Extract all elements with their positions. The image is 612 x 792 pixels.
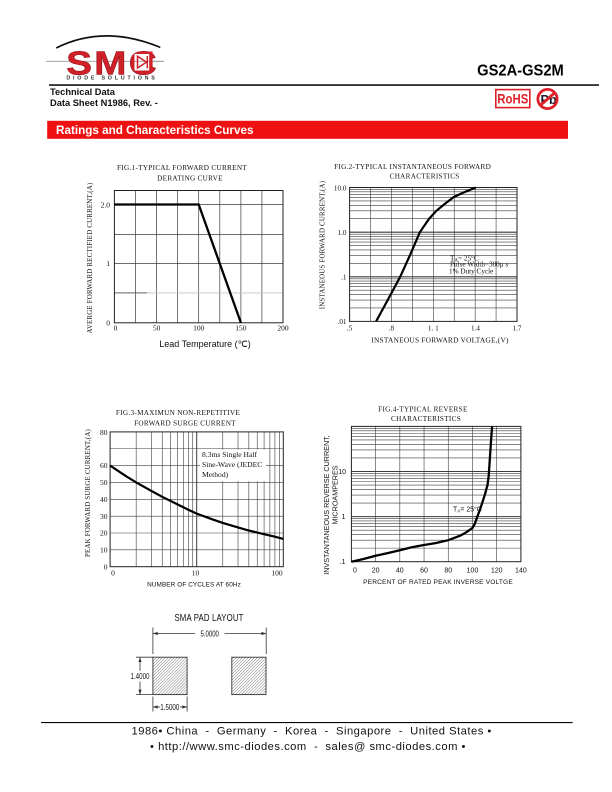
svg-text:.1: .1 <box>340 559 346 566</box>
svg-text:RoHS: RoHS <box>497 92 528 107</box>
svg-text:SMC: SMC <box>66 44 159 82</box>
svg-text:Data Sheet N1986, Rev. -: Data Sheet N1986, Rev. - <box>50 98 158 108</box>
svg-text:SMA PAD LAYOUT: SMA PAD LAYOUT <box>174 612 243 623</box>
svg-text:NUMBER OF CYCLES AT 60Hz: NUMBER OF CYCLES AT 60Hz <box>147 582 241 589</box>
svg-text:150: 150 <box>235 324 247 333</box>
svg-text:FIG.3-MAXIMUN NON-REPETITIVE: FIG.3-MAXIMUN NON-REPETITIVE <box>116 409 240 417</box>
svg-text:40: 40 <box>396 568 404 575</box>
svg-text:2.0: 2.0 <box>101 200 111 209</box>
svg-text:Pulse Width=300μ s: Pulse Width=300μ s <box>450 261 508 269</box>
svg-text:TA= 25°C: TA= 25°C <box>453 506 482 515</box>
svg-text:PEAK FORWARD SURGE CURRENT,(A): PEAK FORWARD SURGE CURRENT,(A) <box>85 429 92 557</box>
svg-text:0: 0 <box>114 324 118 333</box>
svg-text:1: 1 <box>342 514 346 521</box>
svg-text:FORWARD SURGE CURRENT: FORWARD SURGE CURRENT <box>134 419 236 427</box>
svg-text:INSTANEOUS FORWARD CURRENT,(A): INSTANEOUS FORWARD CURRENT,(A) <box>320 181 327 309</box>
svg-text:50: 50 <box>153 324 161 333</box>
svg-text:Lead Temperature (℃): Lead Temperature (℃) <box>159 339 251 349</box>
svg-text:1.0: 1.0 <box>338 229 347 237</box>
svg-text:DERATING CURVE: DERATING CURVE <box>157 174 223 182</box>
svg-text:60: 60 <box>100 461 108 470</box>
svg-text:MICROAMPERES: MICROAMPERES <box>330 465 339 524</box>
svg-text:FIG.4-TYPICAL REVERSE: FIG.4-TYPICAL REVERSE <box>378 405 468 413</box>
svg-text:0: 0 <box>111 569 115 578</box>
svg-text:80: 80 <box>444 568 452 575</box>
svg-text:120: 120 <box>491 568 503 575</box>
svg-text:0: 0 <box>353 568 357 575</box>
svg-text:Method): Method) <box>202 470 229 479</box>
svg-text:200: 200 <box>277 324 289 333</box>
svg-text:CHARACTERISTICS: CHARACTERISTICS <box>390 173 460 181</box>
svg-text:1% Duty Cycle: 1% Duty Cycle <box>449 268 493 276</box>
svg-text:10: 10 <box>338 469 346 476</box>
svg-text:.8: .8 <box>389 325 395 333</box>
svg-text:DIODE SOLUTIONS: DIODE SOLUTIONS <box>66 75 157 81</box>
svg-text:1: 1 <box>106 259 110 268</box>
svg-text:1. 1: 1. 1 <box>428 325 439 333</box>
svg-text:AVERGE FORWARD RECTIFIED CURR: AVERGE FORWARD RECTIFIED CURRENT,(A) <box>87 183 94 334</box>
svg-text:1.4000: 1.4000 <box>130 672 149 681</box>
svg-text:60: 60 <box>420 568 428 575</box>
svg-text:1986• China - Germany - Ko: 1986• China - Germany - Korea - Singapor… <box>132 725 492 737</box>
svg-text:0: 0 <box>104 562 108 571</box>
svg-text:1.5000: 1.5000 <box>160 703 179 712</box>
svg-text:TA= 25°C: TA= 25°C <box>450 254 479 263</box>
svg-text:1.4: 1.4 <box>471 325 480 333</box>
svg-text:0: 0 <box>106 319 110 328</box>
svg-text:5.0000: 5.0000 <box>201 631 219 639</box>
svg-text:20: 20 <box>372 568 380 575</box>
svg-text:GS2A-GS2M: GS2A-GS2M <box>477 62 564 79</box>
svg-text:140: 140 <box>515 568 527 575</box>
svg-text:8.3ms Single Half: 8.3ms Single Half <box>202 450 258 459</box>
svg-text:Sine-Wave (JEDEC: Sine-Wave (JEDEC <box>202 460 262 469</box>
svg-text:FIG.2-TYPICAL INSTANTANEOUS FO: FIG.2-TYPICAL INSTANTANEOUS FORWARD <box>334 163 491 171</box>
svg-text:INVSTANTANEOUS REVERSE CURRENT: INVSTANTANEOUS REVERSE CURRENT, <box>322 435 331 575</box>
svg-text:10.0: 10.0 <box>334 184 347 192</box>
svg-text:100: 100 <box>271 569 283 578</box>
svg-text:1.7: 1.7 <box>513 325 522 333</box>
svg-text:100: 100 <box>467 568 479 575</box>
svg-text:50: 50 <box>100 478 108 487</box>
svg-text:CHARACTERISTICS: CHARACTERISTICS <box>391 415 461 423</box>
svg-text:Ratings and Characteristics Cu: Ratings and Characteristics Curves <box>56 124 254 137</box>
svg-text:Technical Data: Technical Data <box>50 87 116 97</box>
svg-text:30: 30 <box>100 512 108 521</box>
svg-text:FIG.1-TYPICAL FORWARD CURRENT: FIG.1-TYPICAL FORWARD CURRENT <box>117 164 247 172</box>
svg-text:10: 10 <box>100 546 108 555</box>
svg-text:INSTANEOUS FORWARD VOLTAGE,(V): INSTANEOUS FORWARD VOLTAGE,(V) <box>371 335 509 344</box>
svg-text:PERCENT OF RATED PEAK INVERSE: PERCENT OF RATED PEAK INVERSE VOLTGE <box>363 579 513 586</box>
svg-text:.1: .1 <box>341 274 347 282</box>
svg-text:.01: .01 <box>338 318 347 326</box>
svg-text:10: 10 <box>192 569 200 578</box>
svg-text:20: 20 <box>100 529 108 538</box>
svg-text:.5: .5 <box>347 325 353 333</box>
svg-text:40: 40 <box>100 495 108 504</box>
svg-text:100: 100 <box>193 324 205 333</box>
svg-text:80: 80 <box>100 428 108 437</box>
svg-text:• http://www.smc-diodes.com -: • http://www.smc-diodes.com - sales@ smc… <box>150 741 466 753</box>
